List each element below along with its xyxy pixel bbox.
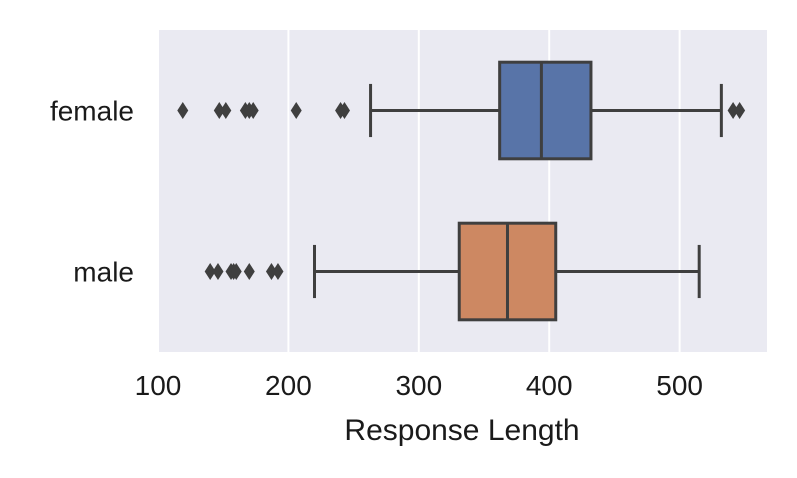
outlier-point [243, 263, 255, 280]
x-tick-label-200: 200 [265, 370, 312, 401]
outlier-point [290, 102, 302, 119]
outlier-point [338, 102, 350, 119]
x-tick-labels: 100 200 300 400 500 [135, 370, 703, 401]
outlier-point [177, 102, 189, 119]
x-axis-label: Response Length [344, 414, 579, 447]
x-tick-label-100: 100 [135, 370, 182, 401]
iqr-box [498, 60, 593, 161]
outlier-point [247, 102, 259, 119]
x-tick-label-500: 500 [656, 370, 703, 401]
x-tick-label-300: 300 [395, 370, 442, 401]
y-tick-labels: female male [50, 96, 134, 288]
outlier-point [230, 263, 242, 280]
outlier-point [265, 263, 277, 280]
outlier-point [272, 263, 284, 280]
box-male [204, 221, 701, 322]
outlier-point [727, 102, 739, 119]
outlier-point [204, 263, 216, 280]
outlier-point [212, 263, 224, 280]
outlier-point [220, 102, 232, 119]
outlier-point [213, 102, 225, 119]
box-female [177, 60, 746, 161]
outlier-point [734, 102, 746, 119]
x-tick-label-400: 400 [526, 370, 573, 401]
y-tick-label-female: female [50, 96, 134, 127]
boxes [177, 60, 746, 322]
y-tick-label-male: male [73, 257, 134, 288]
